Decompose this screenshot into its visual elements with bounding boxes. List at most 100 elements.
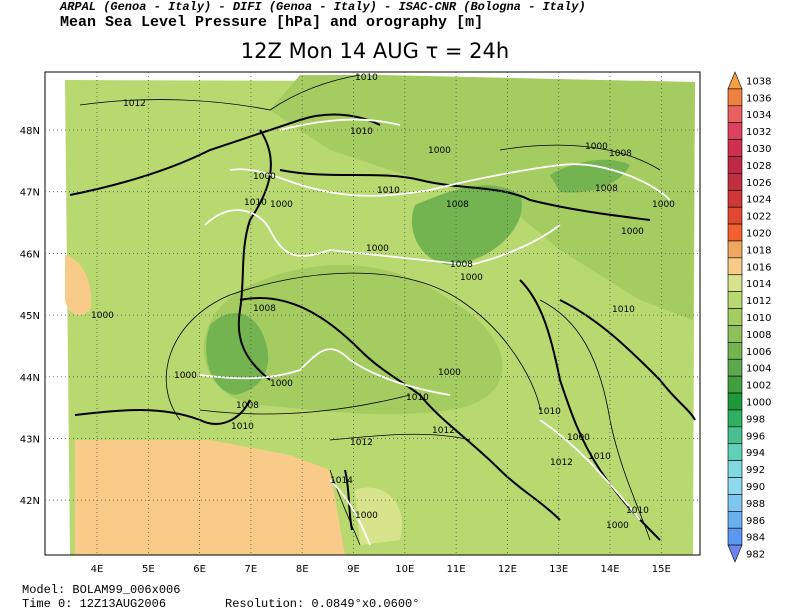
colorbar-cell bbox=[727, 443, 743, 461]
lon-label: 5E bbox=[142, 564, 155, 575]
colorbar-cell bbox=[727, 105, 743, 123]
colorbar-cell bbox=[727, 156, 743, 174]
contour-label: 1000 bbox=[91, 311, 114, 321]
colorbar-label: 984 bbox=[746, 533, 765, 544]
lon-label: 10E bbox=[395, 564, 414, 575]
footer-model: Model: BOLAM99_006x006 bbox=[22, 583, 180, 597]
contour-label: 1012 bbox=[350, 438, 373, 448]
lat-label: 43N bbox=[20, 435, 40, 446]
contour-label: 1000 bbox=[606, 521, 629, 531]
contour-label: 1000 bbox=[174, 371, 197, 381]
contour-labels: 1010 1012 1010 1000 1000 1008 1000 1010 … bbox=[91, 73, 675, 531]
colorbar-label: 1036 bbox=[746, 93, 771, 104]
lat-label: 45N bbox=[20, 311, 40, 322]
contour-label: 1010 bbox=[588, 452, 611, 462]
colorbar-label: 1018 bbox=[746, 245, 771, 256]
footer-resolution: Resolution: 0.0849°x0.0600° bbox=[225, 597, 419, 611]
colorbar-label: 1038 bbox=[746, 76, 771, 87]
contour-label: 1000 bbox=[366, 244, 389, 254]
colorbar-cell bbox=[727, 274, 743, 292]
colorbar-label: 1000 bbox=[746, 397, 771, 408]
colorbar-label: 1020 bbox=[746, 229, 771, 240]
lon-label: 8E bbox=[296, 564, 309, 575]
contour-label: 1000 bbox=[652, 200, 675, 210]
institutions: ARPAL (Genoa - Italy) - DIFI (Genoa - It… bbox=[59, 0, 586, 14]
contour-label: 1012 bbox=[432, 426, 455, 436]
lon-label: 7E bbox=[245, 564, 258, 575]
colorbar-cell bbox=[727, 308, 743, 326]
contour-label: 1000 bbox=[428, 146, 451, 156]
colorbar-cell bbox=[727, 358, 743, 377]
field-1010 bbox=[203, 265, 503, 415]
lat-label: 48N bbox=[20, 126, 40, 137]
contour-label: 1000 bbox=[438, 368, 461, 378]
colorbar-label: 986 bbox=[746, 516, 765, 527]
lon-label: 13E bbox=[549, 564, 568, 575]
field-title: Mean Sea Level Pressure [hPa] and orogra… bbox=[60, 14, 483, 31]
orography bbox=[199, 118, 671, 546]
field-1010 bbox=[270, 75, 695, 320]
colorbar-label: 996 bbox=[746, 431, 765, 442]
field-1016 bbox=[65, 255, 92, 316]
colorbar-cell bbox=[727, 494, 743, 512]
field-1014 bbox=[355, 487, 402, 545]
colorbar-label: 1010 bbox=[746, 313, 771, 324]
contour-label: 1010 bbox=[377, 186, 400, 196]
lat-label: 46N bbox=[20, 249, 40, 260]
contour-label: 1010 bbox=[612, 305, 635, 315]
colorbar-label: 988 bbox=[746, 499, 765, 510]
contour-label: 1010 bbox=[538, 407, 561, 417]
colorbar-label: 982 bbox=[746, 550, 765, 561]
contour-label: 1000 bbox=[585, 142, 608, 152]
colorbar-label: 1032 bbox=[746, 127, 771, 138]
colorbar-arrow bbox=[727, 544, 743, 563]
lon-label: 14E bbox=[600, 564, 619, 575]
colorbar-label: 1012 bbox=[746, 296, 771, 307]
colorbar-cell bbox=[727, 325, 743, 343]
contour-label: 1000 bbox=[355, 511, 378, 521]
contour-label: 1008 bbox=[253, 304, 276, 314]
contour-label: 1000 bbox=[253, 172, 276, 182]
colorbar: 1038 1036 1034 1032 1030 1028 1026 1024 1022 1020… bbox=[727, 71, 771, 563]
colorbar-cell bbox=[727, 189, 743, 208]
contour-label: 1000 bbox=[460, 273, 483, 283]
lat-label: 42N bbox=[20, 496, 40, 507]
lon-label: 6E bbox=[193, 564, 206, 575]
colorbar-label: 990 bbox=[746, 482, 765, 493]
field-1006 bbox=[411, 185, 522, 265]
colorbar-cell bbox=[727, 88, 743, 107]
contour-label: 1010 bbox=[355, 73, 378, 83]
contour-label: 1000 bbox=[270, 200, 293, 210]
contour-label: 1008 bbox=[595, 184, 618, 194]
colorbar-label: 1008 bbox=[746, 330, 771, 341]
contour-label: 1012 bbox=[550, 458, 573, 468]
contour-label: 1008 bbox=[446, 200, 469, 210]
colorbar-label: 1034 bbox=[746, 110, 771, 121]
contour-label: 1010 bbox=[406, 393, 429, 403]
colorbar-cell bbox=[727, 426, 743, 445]
colorbar-label: 1006 bbox=[746, 347, 771, 358]
contour-label: 1010 bbox=[350, 127, 373, 137]
field-1006 bbox=[206, 313, 269, 395]
contour-label: 1008 bbox=[236, 401, 259, 411]
colorbar-cell bbox=[727, 375, 743, 394]
colorbar-label: 1030 bbox=[746, 144, 771, 155]
contour-label: 1000 bbox=[621, 227, 644, 237]
colorbar-cell bbox=[727, 342, 743, 360]
colorbar-cell bbox=[727, 206, 743, 225]
contour-label: 1010 bbox=[231, 422, 254, 432]
lat-label: 47N bbox=[20, 188, 40, 199]
colorbar-label: 998 bbox=[746, 414, 765, 425]
colorbar-cell bbox=[727, 291, 743, 309]
field-1006 bbox=[550, 159, 630, 193]
colorbar-cell bbox=[727, 257, 743, 276]
colorbar-label: 1004 bbox=[746, 364, 771, 375]
colorbar-cell bbox=[727, 527, 743, 546]
colorbar-cell bbox=[727, 477, 743, 495]
colorbar-label: 1022 bbox=[746, 212, 771, 223]
colorbar-cell bbox=[727, 223, 743, 242]
footer-time: Time 0: 12Z13AUG2006 bbox=[22, 597, 166, 611]
contour-label: 1010 bbox=[244, 198, 267, 208]
colorbar-cell bbox=[727, 139, 743, 157]
